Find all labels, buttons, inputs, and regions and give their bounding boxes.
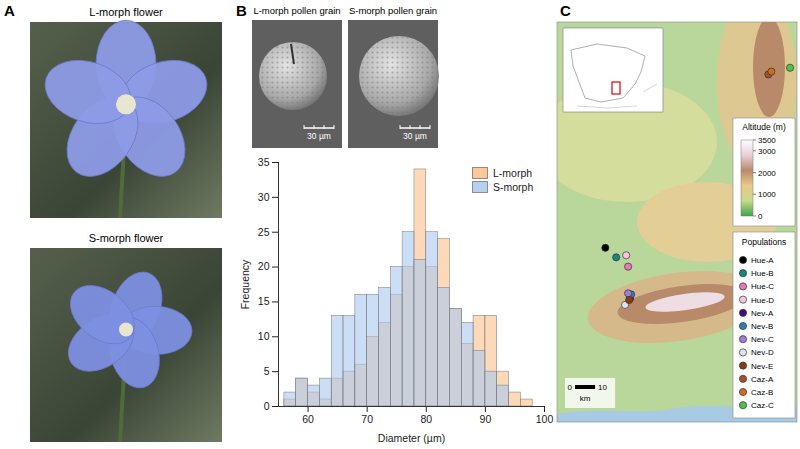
svg-text:Hue-C: Hue-C bbox=[751, 282, 774, 291]
svg-text:30: 30 bbox=[258, 191, 270, 203]
svg-text:60: 60 bbox=[302, 413, 314, 425]
svg-text:10: 10 bbox=[598, 383, 607, 392]
svg-text:Altitude (m): Altitude (m) bbox=[742, 122, 786, 132]
svg-text:70: 70 bbox=[361, 413, 373, 425]
svg-text:L-morph pollen grain: L-morph pollen grain bbox=[253, 5, 340, 16]
svg-text:0: 0 bbox=[568, 383, 573, 392]
svg-text:Nev-E: Nev-E bbox=[751, 362, 773, 371]
svg-text:Nev-B: Nev-B bbox=[751, 322, 773, 331]
svg-text:A: A bbox=[4, 2, 15, 19]
svg-text:25: 25 bbox=[258, 226, 270, 238]
svg-text:Caz-C: Caz-C bbox=[751, 401, 774, 410]
svg-text:15: 15 bbox=[258, 295, 270, 307]
html-text:L-morph: L-morph bbox=[493, 167, 533, 179]
svg-text:C: C bbox=[560, 2, 571, 19]
svg-text:100: 100 bbox=[536, 413, 554, 425]
svg-text:Hue-D: Hue-D bbox=[751, 296, 774, 305]
svg-text:1000: 1000 bbox=[758, 190, 776, 199]
svg-text:km: km bbox=[580, 394, 591, 403]
svg-text:10: 10 bbox=[258, 330, 270, 342]
svg-text:Populations: Populations bbox=[742, 237, 786, 247]
svg-text:L-morph flower: L-morph flower bbox=[89, 6, 163, 18]
svg-text:Caz-B: Caz-B bbox=[751, 388, 773, 397]
svg-text:80: 80 bbox=[420, 413, 432, 425]
svg-text:3000: 3000 bbox=[758, 147, 776, 156]
svg-text:Nev-D: Nev-D bbox=[751, 348, 774, 357]
svg-text:S-morph flower: S-morph flower bbox=[89, 232, 164, 244]
svg-text:20: 20 bbox=[258, 260, 270, 272]
svg-text:3500: 3500 bbox=[758, 136, 776, 145]
svg-text:35: 35 bbox=[258, 156, 270, 168]
svg-text:5: 5 bbox=[264, 365, 270, 377]
svg-text:Hue-B: Hue-B bbox=[751, 269, 774, 278]
svg-text:90: 90 bbox=[480, 413, 492, 425]
svg-text:0: 0 bbox=[758, 212, 763, 221]
svg-text:Nev-A: Nev-A bbox=[751, 309, 774, 318]
svg-text:Nev-C: Nev-C bbox=[751, 335, 774, 344]
svg-text:B: B bbox=[236, 2, 247, 19]
svg-text:30 µm: 30 µm bbox=[403, 131, 427, 141]
html-text:S-morph: S-morph bbox=[493, 181, 534, 193]
svg-text:Caz-A: Caz-A bbox=[751, 375, 774, 384]
svg-text:2000: 2000 bbox=[758, 169, 776, 178]
svg-text:Frequency: Frequency bbox=[239, 259, 251, 309]
svg-text:Hue-A: Hue-A bbox=[751, 256, 774, 265]
svg-text:S-morph pollen grain: S-morph pollen grain bbox=[349, 5, 437, 16]
svg-text:Diameter (µm): Diameter (µm) bbox=[378, 432, 445, 444]
svg-text:30 µm: 30 µm bbox=[307, 131, 331, 141]
svg-text:0: 0 bbox=[264, 400, 270, 412]
